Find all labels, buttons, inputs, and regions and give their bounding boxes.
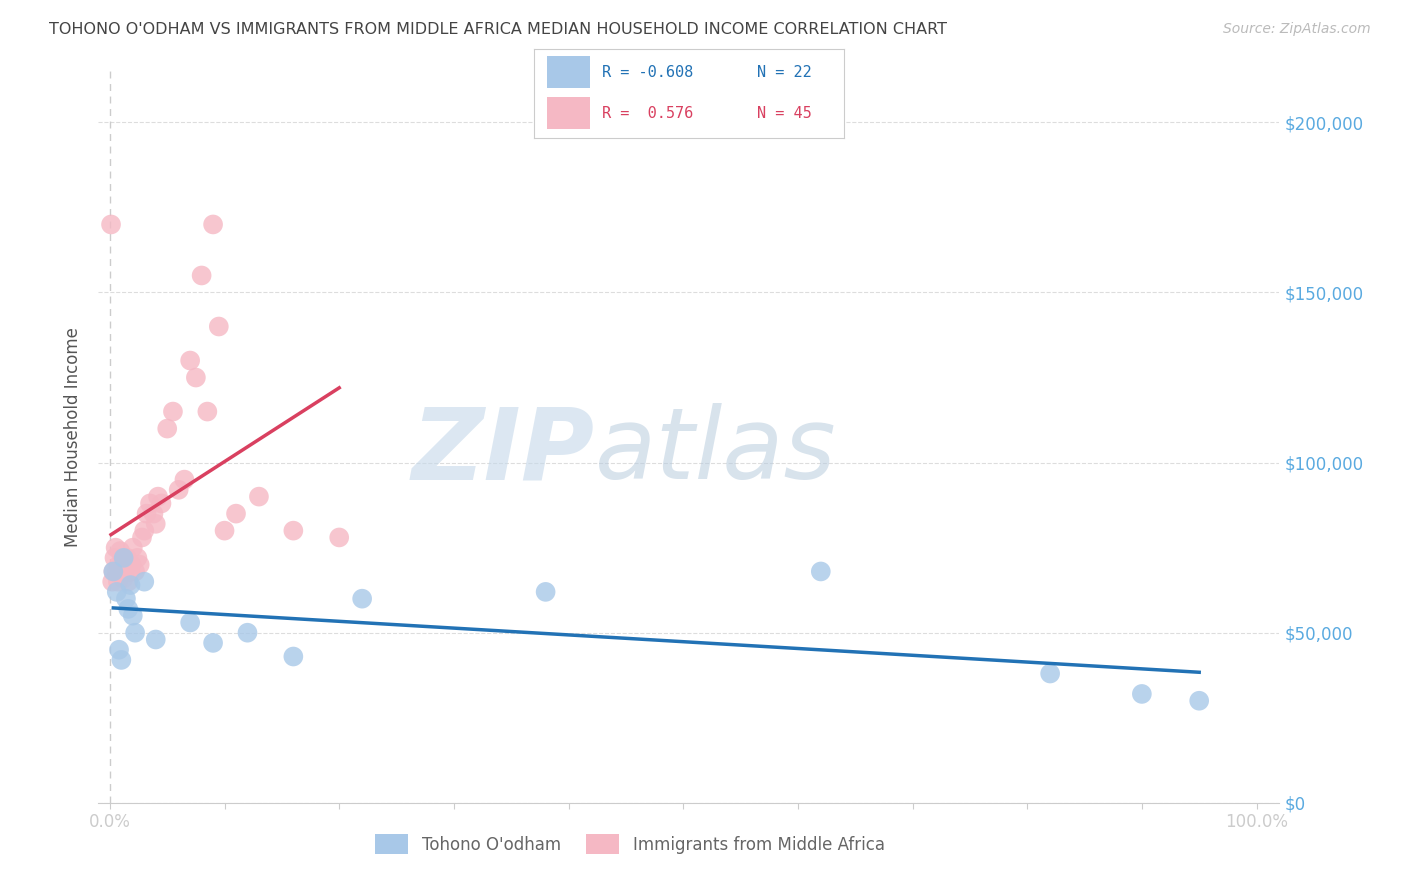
Point (131, 531, 153, 545)
Point (202, 218, 225, 232)
Point (120, 578, 142, 592)
Point (142, 507, 165, 521)
Point (810, 565, 832, 579)
Point (105, 585, 128, 599)
Bar (547, 56, 591, 88)
Y-axis label: Median Household Income: Median Household Income (65, 327, 83, 547)
Point (115, 550, 138, 565)
Point (1188, 694, 1211, 708)
Point (121, 608, 143, 623)
Point (236, 625, 259, 640)
Point (352, 591, 374, 606)
Point (283, 649, 305, 664)
Point (121, 558, 143, 572)
Bar (547, 97, 591, 129)
Point (108, 642, 131, 657)
Point (283, 524, 305, 538)
Point (112, 550, 135, 565)
Point (104, 541, 127, 555)
Point (108, 544, 131, 558)
Point (145, 516, 167, 531)
Point (121, 541, 143, 555)
Text: R = -0.608: R = -0.608 (602, 65, 693, 79)
Point (111, 550, 134, 565)
Point (1130, 687, 1153, 701)
Point (101, 574, 124, 589)
Point (328, 531, 350, 545)
Point (150, 496, 173, 510)
Point (202, 636, 225, 650)
Point (225, 507, 247, 521)
Point (146, 490, 169, 504)
Point (247, 490, 270, 504)
Point (534, 585, 557, 599)
Point (112, 571, 135, 585)
Point (195, 404, 218, 418)
Text: ZIP: ZIP (412, 403, 595, 500)
Point (139, 496, 162, 510)
Point (103, 565, 125, 579)
Point (214, 524, 236, 538)
Point (110, 565, 132, 579)
Point (120, 565, 142, 579)
Point (162, 404, 184, 418)
Point (108, 558, 131, 572)
Point (103, 550, 125, 565)
Point (103, 565, 125, 579)
Point (115, 565, 138, 579)
Point (114, 558, 136, 572)
Point (173, 473, 195, 487)
Point (128, 558, 150, 572)
Point (179, 353, 201, 368)
Legend: Tohono O'odham, Immigrants from Middle Africa: Tohono O'odham, Immigrants from Middle A… (368, 828, 891, 860)
Text: TOHONO O'ODHAM VS IMMIGRANTS FROM MIDDLE AFRICA MEDIAN HOUSEHOLD INCOME CORRELAT: TOHONO O'ODHAM VS IMMIGRANTS FROM MIDDLE… (49, 22, 948, 37)
Point (145, 632, 167, 647)
Point (135, 507, 157, 521)
Point (208, 319, 231, 334)
Point (167, 483, 190, 497)
Point (190, 268, 212, 283)
Text: N = 22: N = 22 (756, 65, 811, 79)
Text: R =  0.576: R = 0.576 (602, 106, 693, 120)
Point (1039, 666, 1062, 681)
Point (179, 615, 201, 630)
Point (107, 574, 129, 589)
Point (184, 370, 207, 384)
Text: atlas: atlas (595, 403, 837, 500)
Point (124, 625, 146, 640)
Point (134, 574, 156, 589)
Point (117, 602, 139, 616)
Point (134, 524, 156, 538)
Point (105, 565, 128, 579)
Point (117, 574, 139, 589)
Point (127, 550, 149, 565)
Point (156, 421, 179, 435)
Text: N = 45: N = 45 (756, 106, 811, 120)
Point (124, 565, 146, 579)
Text: Source: ZipAtlas.com: Source: ZipAtlas.com (1223, 22, 1371, 37)
Point (100, 218, 122, 232)
Point (110, 653, 132, 667)
Point (115, 591, 138, 606)
